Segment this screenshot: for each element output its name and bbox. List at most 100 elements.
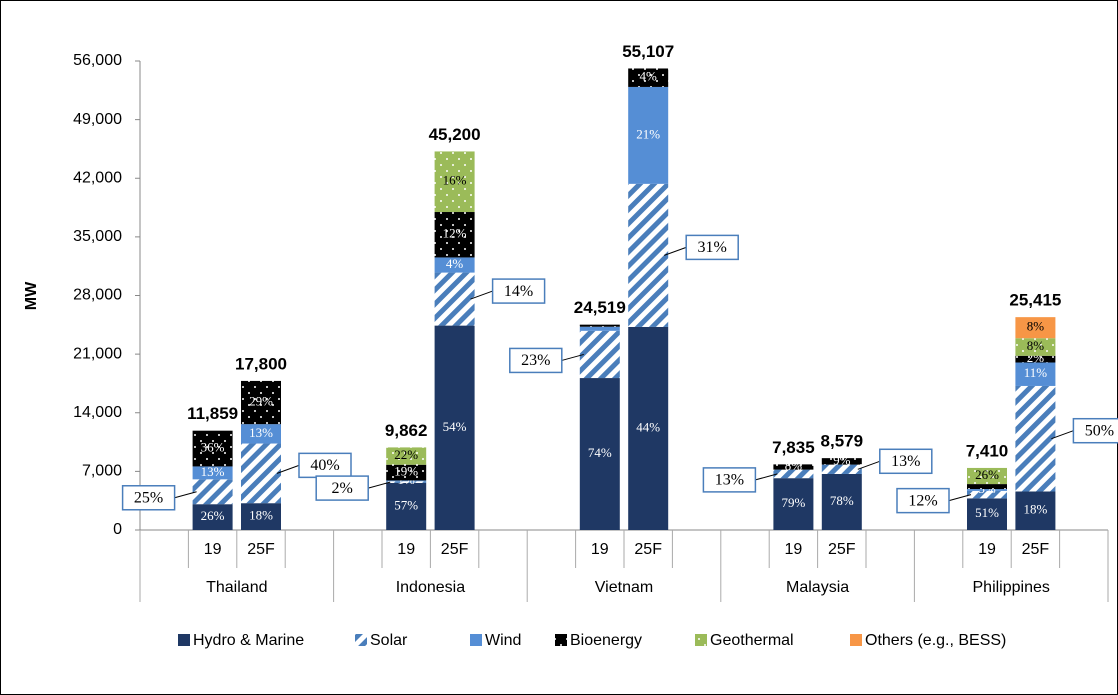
bar-segment [628,68,669,87]
total-label: 24,519 [574,298,626,317]
legend-swatch [555,634,567,646]
bar-segment [241,424,281,444]
total-label: 8,579 [821,432,864,451]
total-label: 45,200 [429,125,481,144]
bar-segment [386,480,427,482]
bar-segment [967,490,1007,499]
x-tick-label: 25F [441,541,469,558]
bar-segment [192,504,233,530]
callout-label: 13% [715,472,744,489]
segment-label: 16% [443,173,467,188]
y-tick-label: 0 [113,521,122,538]
x-tick-label: 19 [591,541,609,558]
bar-segment [434,325,475,530]
y-tick-label: 14,000 [73,404,122,421]
bar-segment [1015,491,1056,530]
bar-segment [821,473,862,530]
total-label: 11,859 [187,404,238,423]
x-tick-label: 19 [204,541,222,558]
bar-segment [628,326,669,530]
group-label: Philippines [973,579,1050,596]
bar-segment [967,498,1007,530]
callout-line [276,464,300,474]
callout-line [470,290,493,300]
segment-label: 8% [785,458,803,473]
segment-label: 29% [249,394,273,409]
bar-segment [967,489,1007,491]
callout-box [685,234,739,261]
y-axis-label: MW [23,281,40,310]
segment-label: 9% [833,452,851,467]
bar-segment [773,469,814,479]
segment-label: 22% [394,447,418,462]
legend-swatch [695,634,707,646]
callout-box [298,452,352,479]
bar-segment [579,330,620,379]
bar-segment [1015,338,1056,356]
callout-line [857,460,880,470]
total-label: 7,410 [966,441,1009,460]
segment-label: 4% [446,256,464,271]
callout-label: 50% [1085,422,1114,439]
callout-label: 2% [332,480,353,497]
bar-segment [967,467,1007,485]
callout-box [1072,417,1118,444]
bar-segment [1015,317,1056,339]
x-tick-label: 19 [785,541,803,558]
bar-segment [192,430,233,467]
segment-label: 8% [1027,338,1045,353]
total-label: 17,800 [235,354,287,373]
segment-label: 18% [1023,502,1047,517]
y-tick-label: 35,000 [73,228,122,245]
bar-segment [628,183,669,327]
bar-segment [1015,362,1056,386]
bar-segment [434,272,475,326]
callout-box [509,347,563,374]
bar-segment [579,378,620,530]
legend-label: Hydro & Marine [193,632,304,649]
segment-label: 36% [201,440,225,455]
bar-segment [579,324,620,327]
segment-label: 51% [975,505,999,520]
segment-label: 12% [443,226,467,241]
bar-segment [386,481,427,483]
callout-line [368,481,391,489]
group-label: Malaysia [786,579,849,596]
segment-label: 79% [781,495,805,510]
segment-label: 8% [1027,319,1045,334]
callout-box [315,475,369,501]
callout-box [121,485,176,511]
callout-label: 13% [891,453,920,470]
bar-segment [773,478,814,530]
y-tick-label: 42,000 [73,169,122,186]
segment-label: 57% [394,497,418,512]
y-tick-label: 56,000 [73,52,122,69]
group-label: Thailand [206,579,267,596]
x-tick-label: 19 [978,541,996,558]
group-label: Vietnam [595,579,653,596]
segment-label: 74% [588,445,612,460]
callout-label: 14% [504,283,533,300]
total-label: 9,862 [385,421,428,440]
callout-box [491,278,546,304]
bar-segment [967,484,1007,490]
bar-segment [386,464,427,481]
callout-box [896,487,950,514]
callout-box [879,448,933,475]
y-tick-label: 49,000 [73,111,122,128]
bar-segment [434,212,475,258]
callout-line [1051,430,1074,440]
x-tick-label: 25F [1022,541,1050,558]
segment-label: 21% [636,126,660,141]
bar-segment [773,464,814,470]
callout-label: 25% [134,489,163,506]
bar-segment [579,326,620,331]
total-label: 25,415 [1009,291,1061,310]
segment-label: 13% [201,464,225,479]
callout-line [948,494,972,502]
y-tick-label: 21,000 [73,345,122,362]
legend-swatch [355,634,367,646]
bar-segment [192,479,233,505]
callout-line [174,491,197,499]
bar-segment [628,86,669,184]
